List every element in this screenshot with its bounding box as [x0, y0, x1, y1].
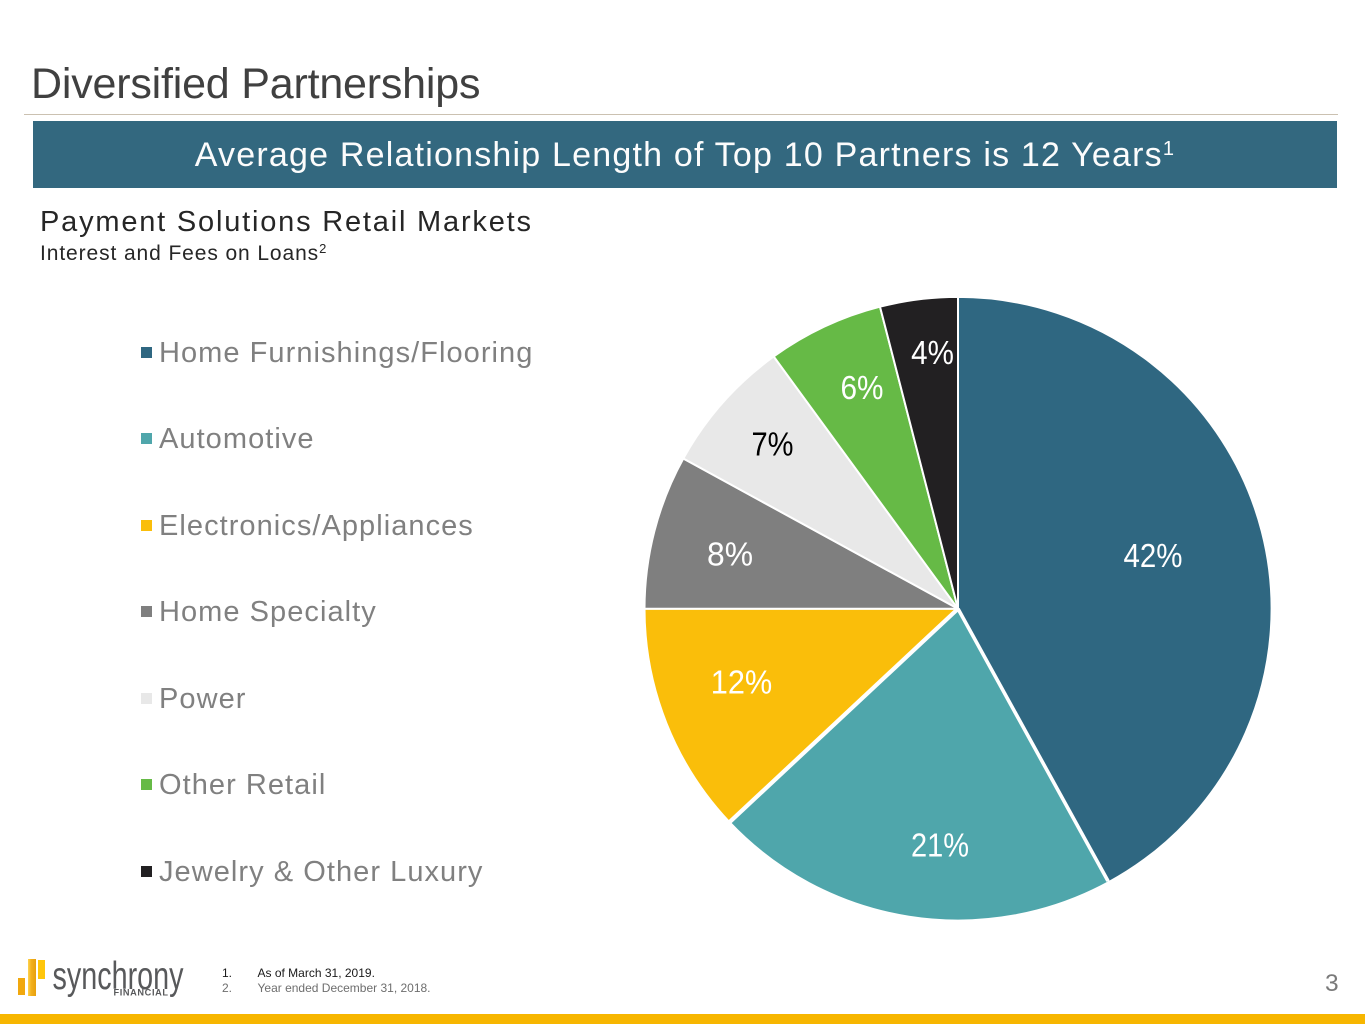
svg-text:42%: 42% — [1124, 537, 1183, 574]
svg-text:6%: 6% — [841, 369, 884, 406]
svg-text:synchrony: synchrony — [53, 955, 184, 998]
svg-text:21%: 21% — [911, 827, 969, 864]
svg-text:7%: 7% — [752, 426, 794, 463]
svg-text:12%: 12% — [711, 664, 773, 701]
svg-text:4%: 4% — [911, 334, 954, 371]
svg-text:8%: 8% — [707, 536, 753, 573]
svg-text:FINANCIAL: FINANCIAL — [114, 988, 171, 998]
